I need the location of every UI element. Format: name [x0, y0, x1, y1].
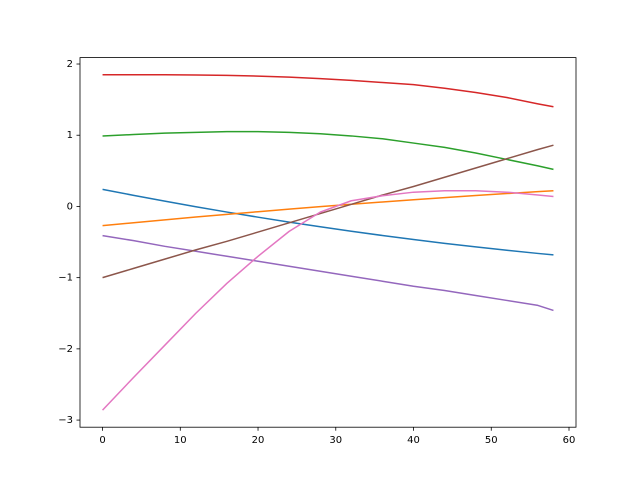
- series-line: [102, 130, 554, 171]
- x-tick-label: 10: [174, 435, 187, 446]
- y-tick-label: −2: [58, 344, 73, 355]
- series-line: [102, 188, 554, 256]
- series-line: [102, 234, 554, 312]
- axes-frame: [79, 57, 577, 428]
- y-tick-label: 1: [67, 130, 73, 141]
- x-tick-label: 30: [329, 435, 342, 446]
- x-tick-label: 50: [485, 435, 498, 446]
- x-tick-label: 20: [252, 435, 265, 446]
- series-line: [102, 73, 554, 108]
- x-tick-label: 60: [563, 435, 576, 446]
- series-line: [102, 190, 554, 227]
- x-tick-label: 40: [407, 435, 420, 446]
- series-line: [102, 144, 554, 279]
- series-line: [102, 190, 554, 411]
- y-tick-label: 2: [67, 59, 73, 70]
- x-tick-label: 0: [99, 435, 105, 446]
- y-tick-label: 0: [67, 201, 73, 212]
- y-tick-label: −3: [58, 415, 73, 426]
- y-tick-label: −1: [58, 273, 73, 284]
